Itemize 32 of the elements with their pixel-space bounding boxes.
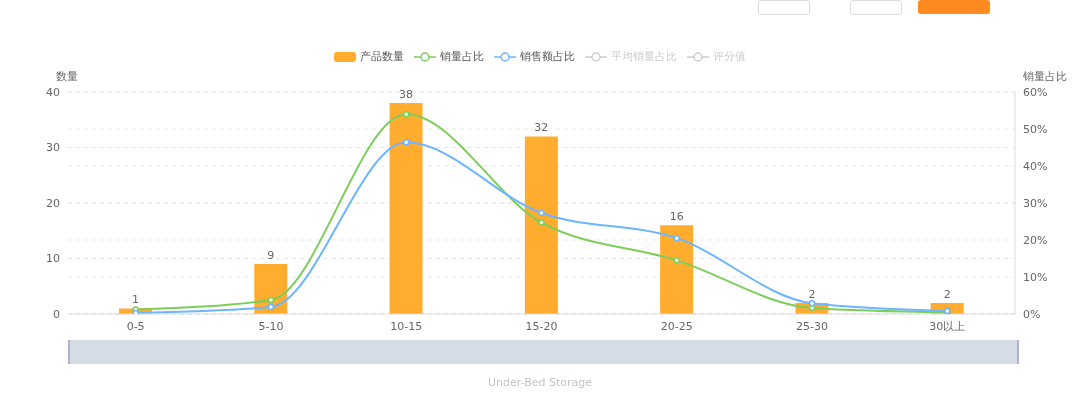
y2-tick-label: 0% <box>1023 307 1041 321</box>
y2-tick-label: 30% <box>1023 196 1048 210</box>
y2-tick-label: 60% <box>1023 85 1048 99</box>
data-label: 38 <box>399 88 414 102</box>
x-tick-label: 20-25 <box>660 319 693 333</box>
text: Under-Bed Storage <box>487 376 593 389</box>
x-tick-label: 10-15 <box>390 319 423 333</box>
data-label: 9 <box>267 249 275 263</box>
x-tick-label: 15-20 <box>525 319 558 333</box>
data-label: 1 <box>132 293 139 307</box>
y-axis-title: 数量 <box>56 69 78 84</box>
y2-tick-label: 50% <box>1023 122 1048 136</box>
y-tick-label: 40 <box>46 85 60 99</box>
x-tick-label: 30以上 <box>929 319 966 333</box>
y2-axis-title: 销量占比 <box>1023 69 1067 84</box>
legend-label: 销售额占比 <box>520 49 575 64</box>
data-label: 16 <box>669 210 684 224</box>
y-tick-label: 10 <box>46 252 60 266</box>
legend-label: 销量占比 <box>440 49 484 64</box>
y2-tick-label: 20% <box>1023 233 1048 247</box>
y-tick-label: 0 <box>53 307 60 321</box>
data-label: 2 <box>808 287 816 301</box>
y-tick-label: 20 <box>46 196 60 210</box>
data-label: 32 <box>534 121 549 135</box>
x-tick-label: 25-30 <box>796 319 829 333</box>
y-tick-label: 30 <box>46 141 60 155</box>
x-tick-label: 0-5 <box>126 319 145 333</box>
data-label: 2 <box>943 287 951 301</box>
legend-label: 产品数量 <box>360 49 404 64</box>
x-tick-label: 5-10 <box>258 319 284 333</box>
y2-tick-label: 10% <box>1023 270 1048 284</box>
y2-tick-label: 40% <box>1023 159 1048 173</box>
